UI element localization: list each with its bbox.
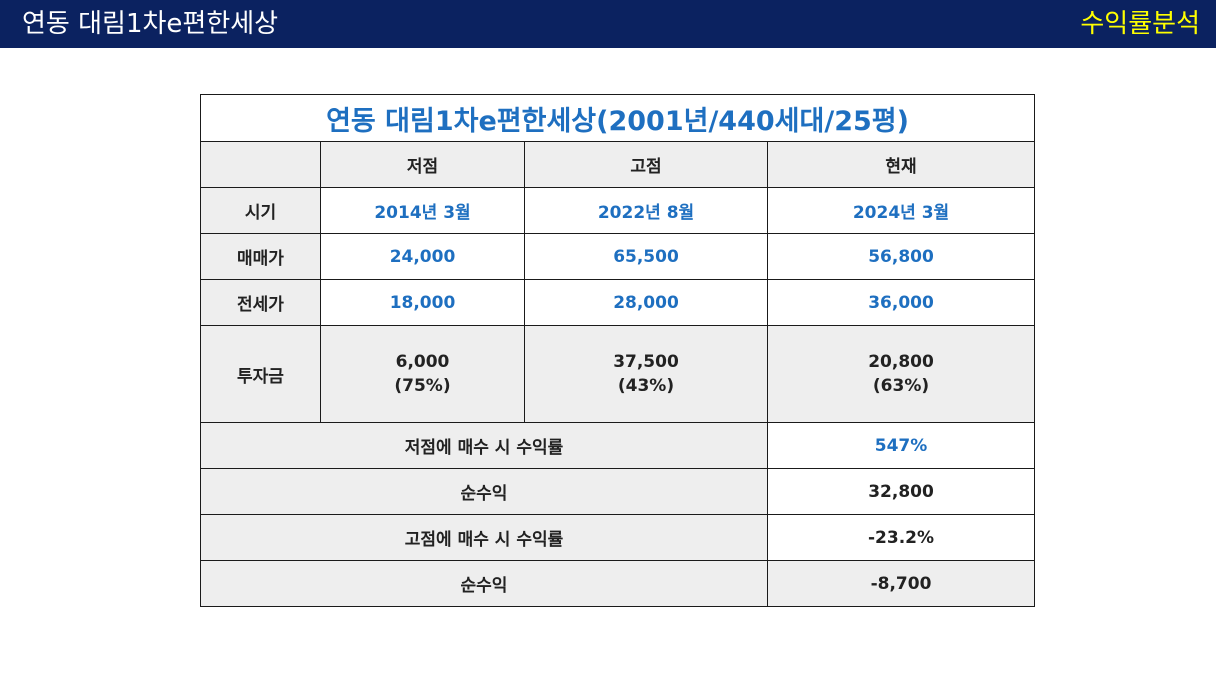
low-return-value: 547% bbox=[766, 422, 1036, 469]
table-row: 고점에 매수 시 수익률 -23.2% bbox=[200, 514, 1036, 561]
period-current: 2024년 3월 bbox=[766, 187, 1036, 234]
section-label: 수익률분석 bbox=[1080, 9, 1200, 39]
table-caption: 연동 대림1차e편한세상(2001년/440세대/25평) bbox=[199, 94, 1036, 142]
row-label-period: 시기 bbox=[200, 187, 321, 234]
jeonse-price-current: 36,000 bbox=[766, 279, 1036, 326]
investment-high-amount: 37,500 bbox=[613, 352, 679, 372]
header-corner-cell bbox=[200, 141, 321, 188]
column-header-current: 현재 bbox=[766, 141, 1036, 188]
period-high: 2022년 8월 bbox=[524, 187, 768, 234]
table-row: 전세가 18,000 28,000 36,000 bbox=[200, 279, 1036, 326]
low-net-value: 32,800 bbox=[766, 468, 1036, 515]
row-label-jeonse-price: 전세가 bbox=[200, 279, 321, 326]
page-title: 연동 대림1차e편한세상 bbox=[22, 9, 279, 39]
column-header-low: 저점 bbox=[320, 141, 525, 188]
jeonse-price-high: 28,000 bbox=[524, 279, 768, 326]
high-return-value: -23.2% bbox=[766, 514, 1036, 561]
high-net-value: -8,700 bbox=[766, 560, 1036, 607]
table-row: 시기 2014년 3월 2022년 8월 2024년 3월 bbox=[200, 187, 1036, 234]
investment-low-ratio: (75%) bbox=[394, 376, 451, 396]
table-row: 저점에 매수 시 수익률 547% bbox=[200, 422, 1036, 469]
sale-price-low: 24,000 bbox=[320, 233, 525, 280]
top-header-bar: 연동 대림1차e편한세상 수익률분석 bbox=[0, 0, 1216, 48]
sale-price-current: 56,800 bbox=[766, 233, 1036, 280]
investment-low: 6,000 (75%) bbox=[320, 325, 525, 423]
table-row: 매매가 24,000 65,500 56,800 bbox=[200, 233, 1036, 280]
period-low: 2014년 3월 bbox=[320, 187, 525, 234]
low-return-label: 저점에 매수 시 수익률 bbox=[200, 422, 768, 469]
sale-price-high: 65,500 bbox=[524, 233, 768, 280]
investment-low-amount: 6,000 bbox=[395, 352, 450, 372]
low-net-label: 순수익 bbox=[200, 468, 768, 515]
investment-summary-table: 연동 대림1차e편한세상(2001년/440세대/25평) 저점 고점 현재 시… bbox=[199, 94, 1036, 607]
jeonse-price-low: 18,000 bbox=[320, 279, 525, 326]
investment-current-ratio: (63%) bbox=[872, 376, 930, 396]
investment-current-amount: 20,800 bbox=[868, 352, 934, 372]
high-return-label: 고점에 매수 시 수익률 bbox=[200, 514, 768, 561]
table-row: 투자금 6,000 (75%) 37,500 (43%) 20,800 (63%… bbox=[200, 325, 1036, 423]
investment-high: 37,500 (43%) bbox=[524, 325, 768, 423]
row-label-investment: 투자금 bbox=[200, 325, 321, 423]
investment-high-ratio: (43%) bbox=[617, 376, 675, 396]
table-row: 순수익 -8,700 bbox=[200, 560, 1036, 607]
column-header-high: 고점 bbox=[524, 141, 768, 188]
investment-current: 20,800 (63%) bbox=[766, 325, 1036, 423]
row-label-sale-price: 매매가 bbox=[200, 233, 321, 280]
high-net-label: 순수익 bbox=[200, 560, 768, 607]
table-row: 순수익 32,800 bbox=[200, 468, 1036, 515]
